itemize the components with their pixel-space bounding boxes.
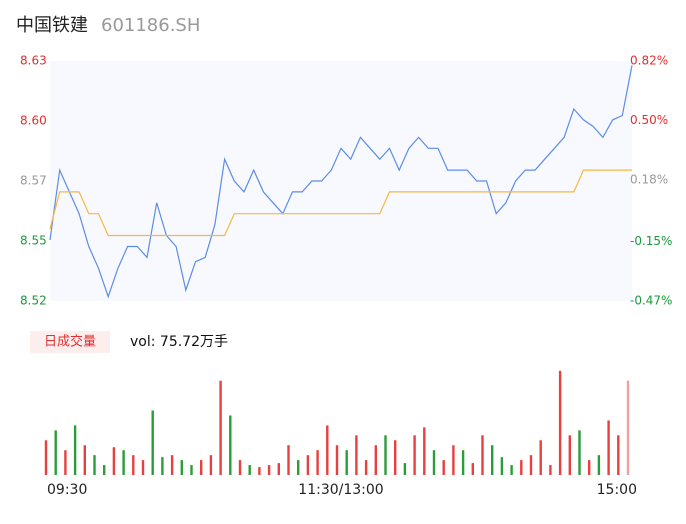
y-tick-label: 8.55 (20, 234, 47, 248)
volume-bar (549, 465, 552, 475)
y2-tick-label: -0.15% (630, 234, 672, 248)
volume-bar (287, 445, 290, 475)
volume-bar (54, 430, 57, 475)
volume-bar (103, 465, 106, 475)
volume-legend: 日成交量 (44, 334, 96, 350)
volume-bar (267, 465, 271, 475)
volume-bar (607, 420, 610, 475)
volume-bar (161, 457, 164, 475)
stock-name: 中国铁建 (16, 15, 88, 36)
volume-bar (141, 460, 145, 475)
volume-bar (510, 465, 513, 475)
stock-code: 601186.SH (101, 15, 200, 36)
volume-bar (403, 463, 407, 475)
volume-badge (30, 331, 110, 353)
y-tick-label: 8.57 (20, 174, 47, 188)
y2-tick-label: 0.82% (630, 54, 668, 68)
volume-bar (44, 440, 48, 475)
y-tick-label: 8.52 (20, 294, 47, 308)
volume-bar (258, 467, 261, 475)
volume-bar (200, 460, 203, 475)
volume-bar (73, 425, 77, 475)
x-tick-label: 09:30 (47, 482, 87, 498)
volume-bar (277, 463, 280, 475)
volume-bar (626, 380, 630, 475)
volume-bar (471, 463, 474, 475)
volume-bar (248, 465, 251, 475)
x-tick-label: 11:30/13:00 (298, 482, 383, 498)
volume-bar (345, 450, 348, 475)
volume-bar (578, 430, 581, 475)
volume-bar (64, 450, 67, 475)
volume-bar (588, 460, 591, 475)
x-tick-label: 15:00 (597, 482, 637, 498)
volume-bar (539, 440, 542, 475)
volume-bar (180, 460, 183, 475)
volume-bar (151, 410, 154, 475)
volume-bar (500, 457, 504, 475)
volume-bar (83, 445, 86, 475)
volume-bar (568, 435, 571, 475)
volume-label: vol: 75.72万手 (130, 334, 228, 350)
volume-bar (461, 450, 465, 475)
volume-bar (384, 435, 387, 475)
volume-bar (190, 465, 193, 475)
price-area (50, 61, 632, 301)
y-tick-label: 8.63 (20, 54, 47, 68)
volume-bar (374, 445, 377, 475)
volume-bar (326, 425, 329, 475)
volume-bar (316, 450, 319, 475)
volume-bar (529, 455, 533, 475)
volume-bar (452, 445, 455, 475)
volume-bar (122, 450, 125, 475)
volume-bar (238, 460, 242, 475)
volume-bar (617, 435, 620, 475)
volume-bar (481, 435, 484, 475)
volume-bar (432, 450, 436, 475)
y2-tick-label: -0.47% (630, 294, 672, 308)
series-line (49, 65, 633, 299)
volume-bar (597, 455, 601, 475)
y2-tick-label: 0.18% (630, 173, 668, 187)
volume-bar (112, 447, 116, 475)
volume-bar (209, 455, 213, 475)
volume-bar (355, 435, 358, 475)
volume-bar (297, 460, 300, 475)
volume-bar (413, 435, 416, 475)
volume-bar (520, 460, 523, 475)
volume-bar (442, 460, 445, 475)
volume-bar (364, 460, 368, 475)
volume-bar (170, 455, 174, 475)
volume-bar (229, 415, 232, 475)
volume-bar (423, 427, 426, 475)
y-tick-label: 8.60 (20, 114, 47, 128)
volume-bar (93, 455, 96, 475)
volume-bar (335, 445, 339, 475)
volume-bar (306, 455, 310, 475)
volume-bar (558, 370, 562, 475)
y2-tick-label: 0.50% (630, 113, 668, 127)
volume-bar (394, 440, 397, 475)
volume-bar (491, 445, 494, 475)
volume-bar (219, 380, 222, 475)
series-line (49, 169, 632, 237)
volume-bar (132, 455, 135, 475)
